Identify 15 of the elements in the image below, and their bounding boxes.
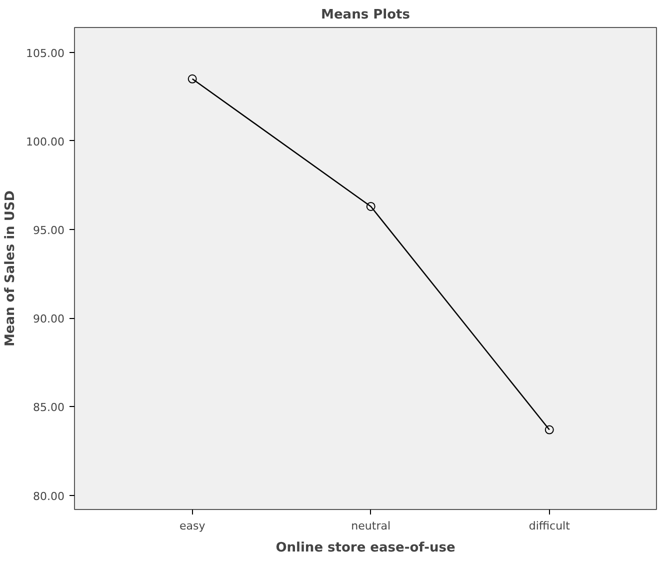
y-tick-label: 105.00 <box>26 46 65 60</box>
x-tick-label: easy <box>179 520 206 532</box>
x-tick-label: neutral <box>351 520 391 532</box>
point <box>366 202 376 211</box>
y-tick-label: 100.00 <box>26 135 65 148</box>
point <box>188 74 197 84</box>
chart-title: Means Plots <box>321 8 410 22</box>
y-tick-label: 95.00 <box>33 224 65 238</box>
y-tick-label: 85.00 <box>33 401 65 414</box>
x-axis-title: Online store ease-of-use <box>276 540 456 556</box>
y-tick-label: 80.00 <box>33 490 65 503</box>
y-tick-label: 90.00 <box>33 312 65 326</box>
x-tick-label: difficult <box>528 520 571 532</box>
y-axis-title: Mean of Sales in USD <box>3 190 18 347</box>
point <box>544 425 554 434</box>
